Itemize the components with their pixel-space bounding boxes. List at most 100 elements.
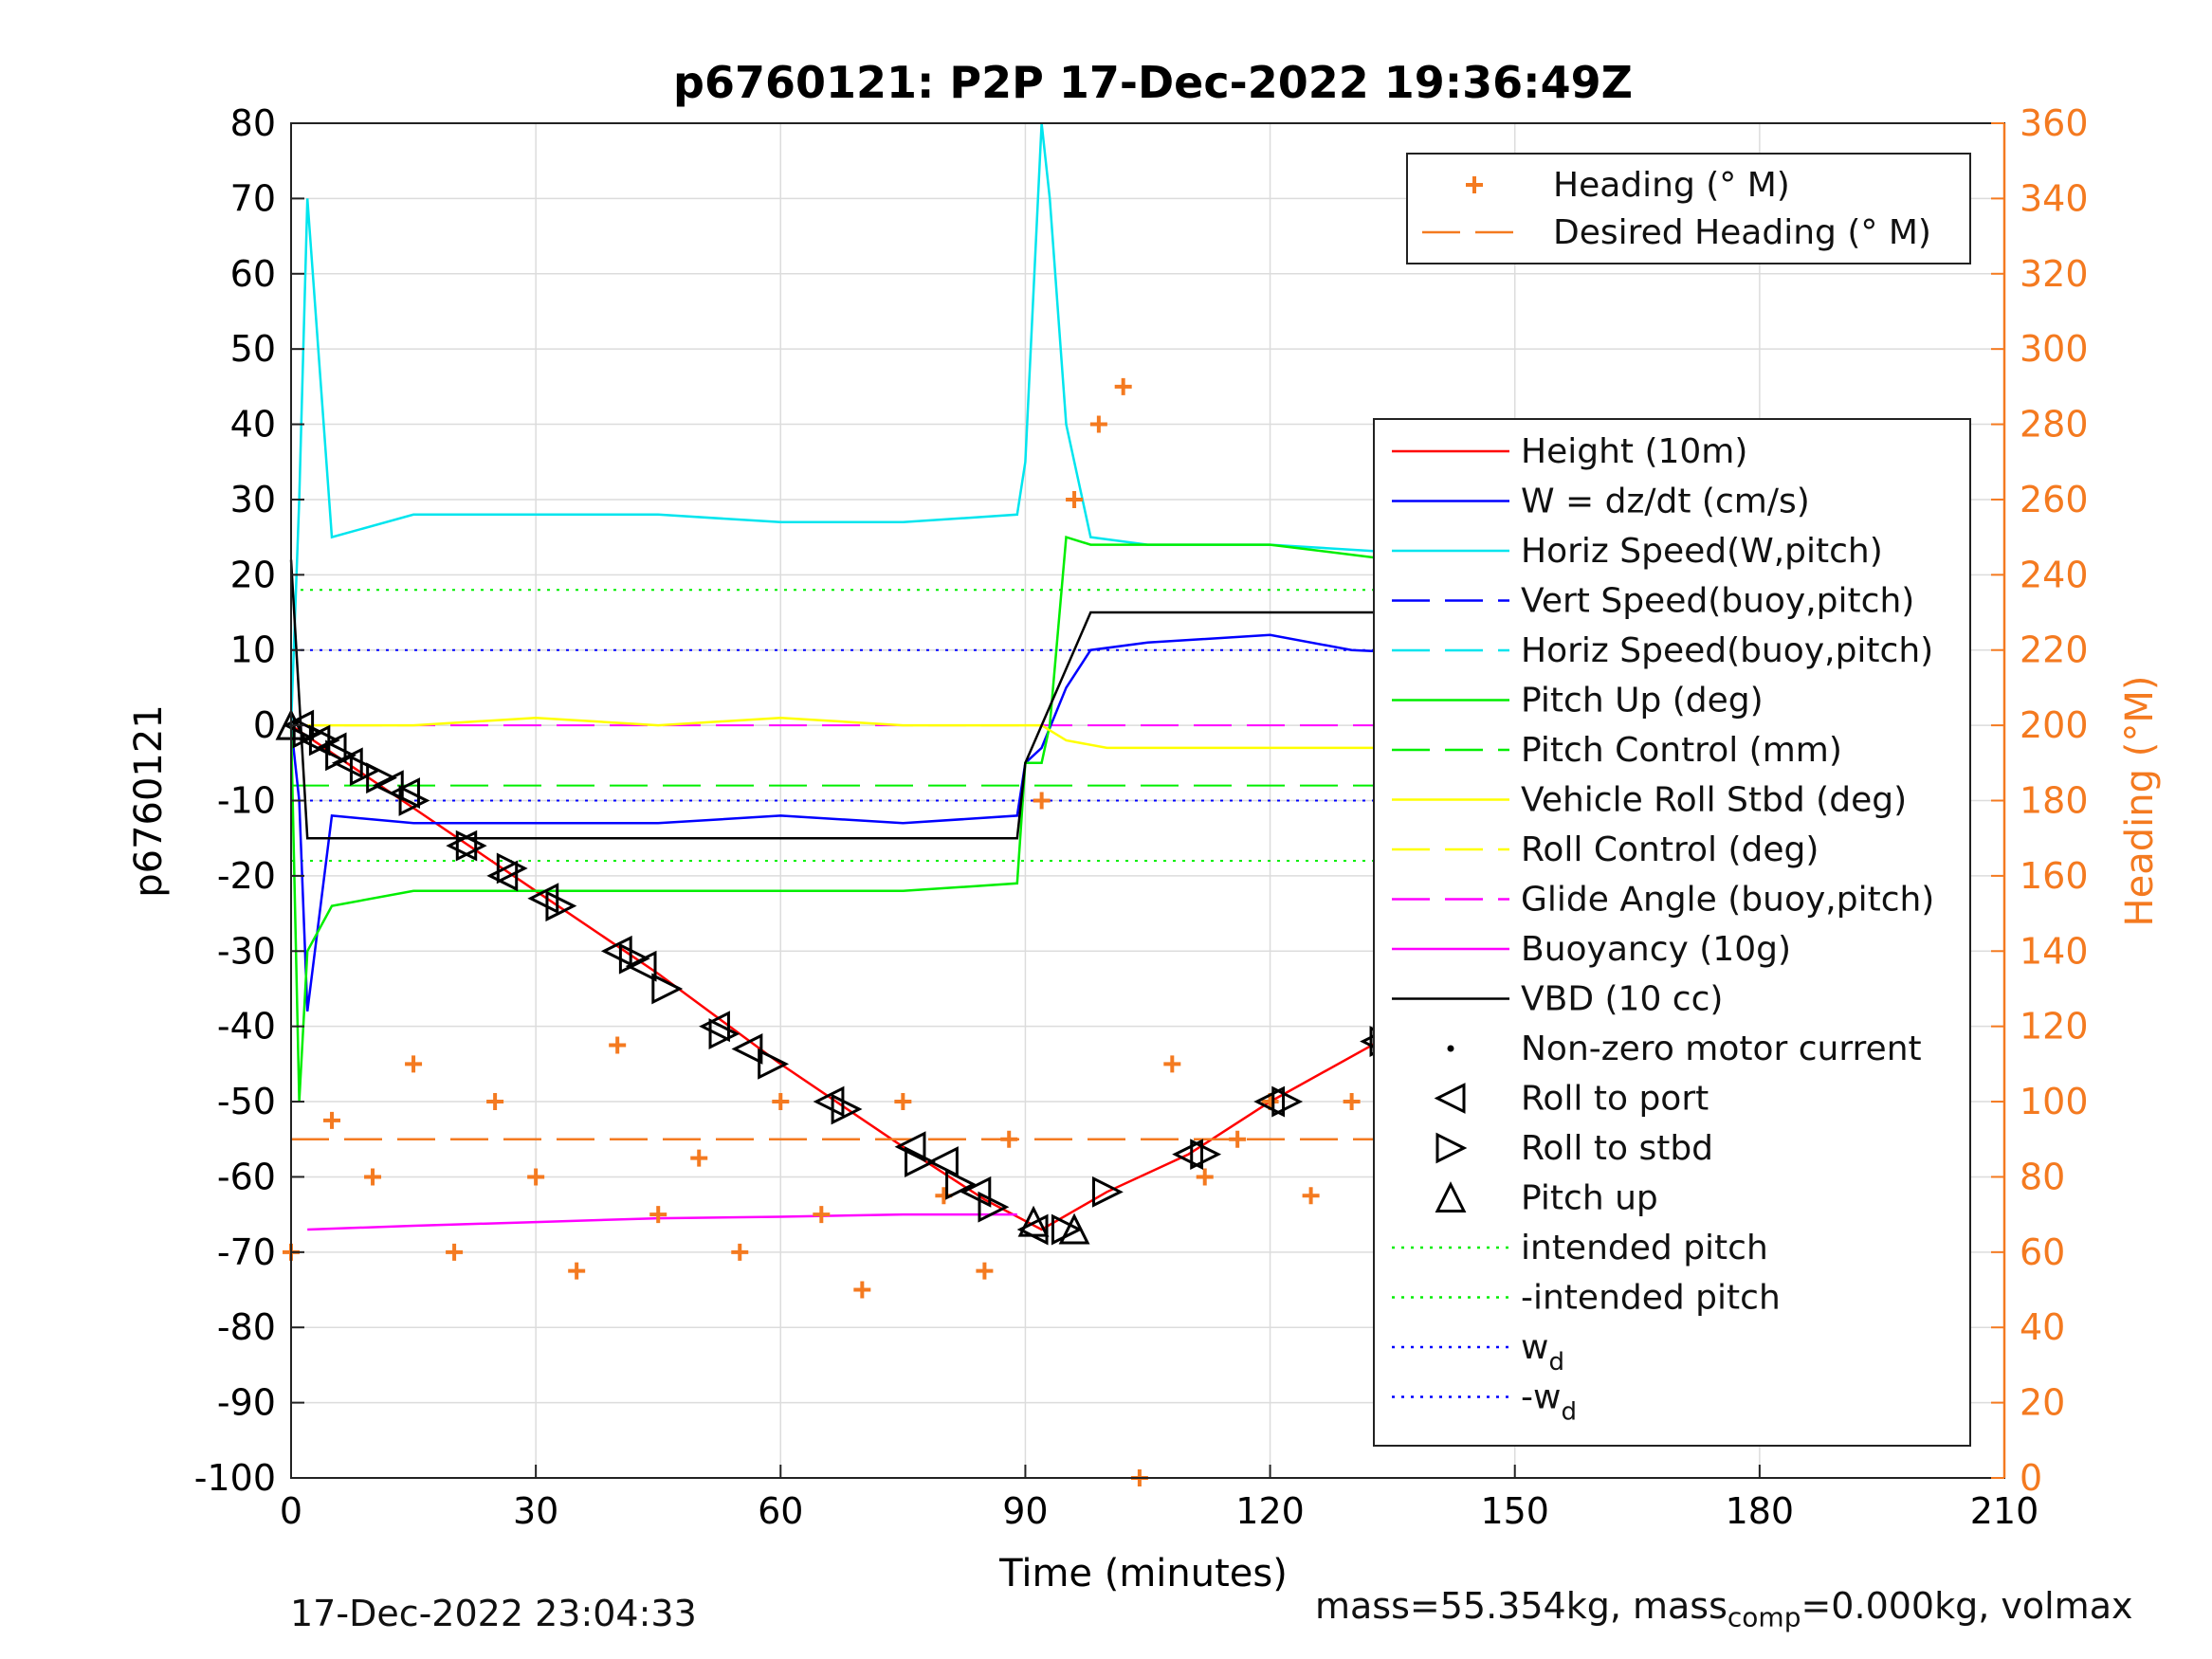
marker-right xyxy=(758,1048,790,1080)
right-tick-label: 220 xyxy=(2020,629,2089,671)
marker-right xyxy=(618,942,650,975)
right-tick-label: 360 xyxy=(2020,102,2089,144)
y-axis-label: p6760121 xyxy=(127,704,171,898)
marker-right xyxy=(366,762,398,794)
right-tick-label: 140 xyxy=(2020,930,2089,972)
y-tick-label: -30 xyxy=(217,930,276,972)
heading-point xyxy=(690,1149,708,1167)
marker-left xyxy=(1253,1085,1286,1118)
marker-right xyxy=(945,1168,977,1200)
marker-right xyxy=(1190,1139,1222,1171)
marker-right xyxy=(708,1018,740,1050)
marker-left xyxy=(1172,1139,1204,1171)
heading-point xyxy=(731,1243,749,1261)
y-tick-label: 0 xyxy=(253,704,276,746)
right-tick-label: 60 xyxy=(2020,1231,2065,1273)
legend-label: Glide Angle (buoy,pitch) xyxy=(1521,881,1934,920)
heading-point xyxy=(1089,415,1107,433)
legend-label: Desired Heading (° M) xyxy=(1553,213,1931,252)
y-ticks-left: 80 70 60 50 40 30 20 10 0 -10 -20 -30 -40 -50 -60 -70 -8… xyxy=(194,102,304,1499)
x-tick-label: 210 xyxy=(1970,1490,2039,1532)
marker-left xyxy=(446,830,478,862)
y-tick-label: -40 xyxy=(217,1006,276,1048)
marker-right xyxy=(831,1093,863,1125)
y-tick-label: -90 xyxy=(217,1382,276,1424)
footer-mass-text: mass=55.354kg, mass xyxy=(1315,1585,1728,1627)
marker-right xyxy=(905,1146,936,1177)
x-tick-label: 30 xyxy=(513,1490,558,1532)
heading-point xyxy=(1302,1187,1320,1205)
legend-sample xyxy=(1447,1045,1454,1052)
right-tick-label: 100 xyxy=(2020,1081,2089,1122)
heading-point xyxy=(853,1281,871,1299)
x-tick-label: 60 xyxy=(758,1490,803,1532)
marker-right xyxy=(1271,1085,1304,1118)
legend-label: VBD (10 cc) xyxy=(1521,980,1723,1019)
marker-right xyxy=(292,717,324,749)
marker-left xyxy=(699,1011,730,1043)
footer-timestamp: 17-Dec-2022 23:04:33 xyxy=(290,1593,697,1634)
marker-up xyxy=(1058,1212,1090,1245)
legend-sample xyxy=(1435,1181,1467,1212)
marker-right xyxy=(978,1191,1010,1223)
marker-left xyxy=(389,777,420,809)
legend-label: -wd xyxy=(1521,1378,1577,1427)
right-tick-label: 120 xyxy=(2020,1006,2089,1048)
footer-mass-sub: comp xyxy=(1727,1601,1801,1633)
series-line xyxy=(307,1212,1017,1231)
marker-left xyxy=(894,1131,926,1163)
legend-label: Non-zero motor current xyxy=(1521,1030,1922,1068)
legend-label: Pitch Up (deg) xyxy=(1521,682,1764,720)
heading-point xyxy=(1033,792,1051,810)
y-tick-label: -70 xyxy=(217,1231,276,1273)
legend-label: Vehicle Roll Stbd (deg) xyxy=(1521,781,1907,820)
footer-mass-tail: =0.000kg, volmax xyxy=(1801,1585,2133,1627)
y-tick-label: 60 xyxy=(230,253,276,295)
marker-left xyxy=(299,724,331,757)
legend-label: Roll to stbd xyxy=(1521,1129,1713,1168)
heading-point xyxy=(486,1093,504,1111)
legend-label: Roll to port xyxy=(1521,1080,1709,1119)
right-tick-label: 240 xyxy=(2020,554,2089,595)
heading-point xyxy=(1229,1130,1247,1148)
right-tick-label: 280 xyxy=(2020,404,2089,446)
y-tick-label: 80 xyxy=(230,102,276,144)
heading-point xyxy=(1114,377,1132,395)
legend-sample xyxy=(1466,176,1483,193)
heading-point xyxy=(446,1243,464,1261)
legend-sample xyxy=(1435,1132,1468,1164)
heading-point xyxy=(1066,490,1084,508)
y-tick-label: 30 xyxy=(230,479,276,520)
heading-point xyxy=(568,1262,586,1280)
legend-label: Buoyancy (10g) xyxy=(1521,930,1791,969)
marker-right xyxy=(1091,1176,1124,1208)
marker-right xyxy=(455,830,487,862)
y-tick-label: -100 xyxy=(194,1457,276,1499)
y-tick-label: -10 xyxy=(217,780,276,822)
right-tick-label: 160 xyxy=(2020,855,2089,897)
legend-label: Horiz Speed(W,pitch) xyxy=(1521,532,1883,571)
y-tick-label: -80 xyxy=(217,1306,276,1348)
y-tick-label: 50 xyxy=(230,328,276,370)
main-legend-box xyxy=(1373,418,1971,1447)
legend-label: W = dz/dt (cm/s) xyxy=(1521,483,1810,521)
heading-point xyxy=(323,1111,341,1129)
legend-label: Height (10m) xyxy=(1521,432,1747,471)
x-tick-label: 90 xyxy=(1002,1490,1048,1532)
heading-point xyxy=(364,1168,382,1186)
y-tick-label: -50 xyxy=(217,1081,276,1122)
legend-label: -intended pitch xyxy=(1521,1279,1781,1318)
right-tick-label: 340 xyxy=(2020,177,2089,219)
x-tick-label: 0 xyxy=(280,1490,302,1532)
x-tick-label: 150 xyxy=(1480,1490,1549,1532)
marker-right xyxy=(1051,1213,1083,1246)
y-tick-label: 40 xyxy=(230,404,276,446)
y-axis-label-right: Heading (°M) xyxy=(2118,676,2162,927)
y-tick-label: -60 xyxy=(217,1156,276,1197)
heading-point xyxy=(894,1093,912,1111)
heading-legend: Heading (° M) Desired Heading (° M) xyxy=(1406,153,1971,264)
right-tick-label: 40 xyxy=(2020,1306,2065,1348)
marker-left xyxy=(960,1176,992,1208)
right-tick-label: 20 xyxy=(2020,1382,2065,1424)
